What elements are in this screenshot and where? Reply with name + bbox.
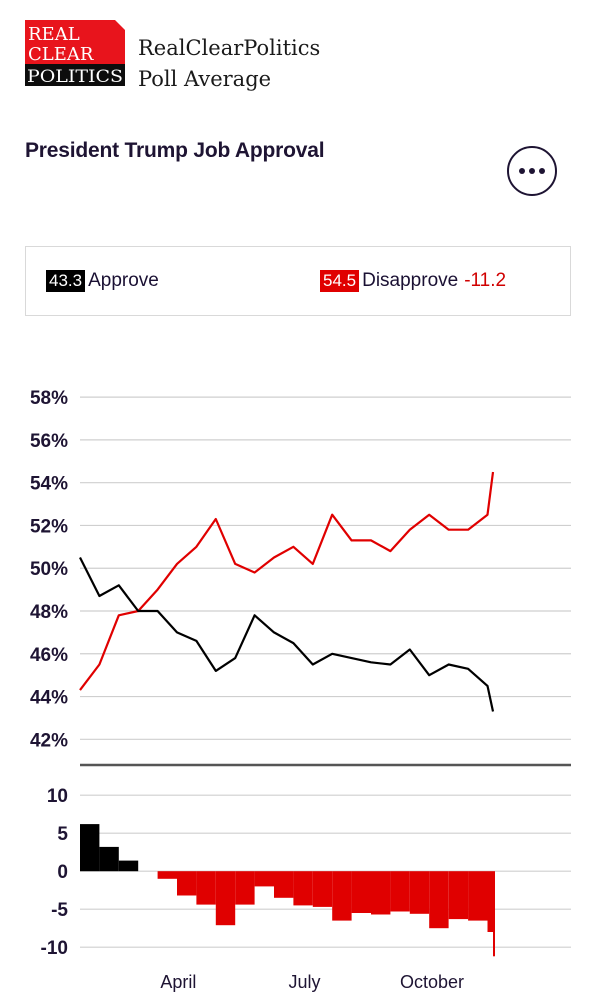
y-tick-label: 58% <box>30 388 68 409</box>
spread-bar <box>274 871 294 898</box>
spread-bar <box>215 871 236 926</box>
logo-text-line2: CLEAR <box>28 44 94 65</box>
more-horizontal-icon <box>519 168 545 174</box>
spread-tick-label: 5 <box>57 824 68 845</box>
brand-line-1: RealClearPolitics <box>138 36 321 60</box>
poll-summary: 43.3 Approve 54.5 Disapprove -11.2 <box>25 246 571 316</box>
spread-bar <box>409 871 430 914</box>
spread-bar <box>80 824 100 872</box>
approve-line <box>79 557 495 712</box>
y-tick-label: 54% <box>30 474 68 495</box>
y-tick-label: 44% <box>30 688 68 709</box>
disapprove-line <box>79 471 495 691</box>
logo-text-line1: REAL <box>28 24 80 45</box>
approve-summary: 43.3 Approve <box>46 270 159 292</box>
approval-chart: 58% 56% 54% 52% 50% 48% 46% 44% 42% 10 5 0 -5 -10 Apri… <box>30 388 571 992</box>
spread-bar <box>371 871 391 915</box>
spread-bar <box>429 871 449 929</box>
spread-bar <box>196 871 216 905</box>
approve-value-badge: 43.3 <box>46 270 86 292</box>
x-tick-label: October <box>400 972 464 992</box>
y-tick-label: 46% <box>30 645 68 666</box>
spread-bar <box>332 871 352 921</box>
more-options-button[interactable] <box>507 146 557 196</box>
spread-bar <box>293 871 313 906</box>
y-tick-label: 56% <box>30 431 68 452</box>
spread-bar <box>487 871 493 932</box>
x-tick-label: April <box>160 972 196 992</box>
spread-bar <box>493 871 495 957</box>
spread-bar <box>235 871 255 905</box>
spread-bar <box>177 871 197 896</box>
approve-label: Approve <box>88 270 159 291</box>
logo-text-line3: POLITICS <box>27 67 123 86</box>
disapprove-value-badge: 54.5 <box>320 270 360 292</box>
y-tick-label: 48% <box>30 602 68 623</box>
spread-bar <box>351 871 371 913</box>
disapprove-label: Disapprove <box>362 270 459 291</box>
page-title: President Trump Job Approval <box>25 139 325 162</box>
spread-bar <box>390 871 410 912</box>
brand-line-2: Poll Average <box>138 67 272 91</box>
x-tick-label: July <box>289 972 321 992</box>
y-tick-label: 50% <box>30 559 68 580</box>
spread-bar <box>118 860 139 872</box>
brand-name: RealClearPolitics Poll Average <box>138 33 320 95</box>
spread-tick-label: 10 <box>47 786 68 807</box>
spread-bar <box>312 871 333 907</box>
rcp-logo: REAL CLEAR POLITICS <box>25 20 125 86</box>
y-tick-label: 42% <box>30 730 68 751</box>
spread-bar <box>99 846 119 872</box>
spread-bar <box>448 871 469 920</box>
spread-bar <box>254 871 274 887</box>
spread-tick-label: 0 <box>57 862 68 883</box>
spread-tick-label: -5 <box>51 900 68 921</box>
spread-tick-label: -10 <box>41 938 68 959</box>
spread-bar <box>468 871 488 921</box>
y-tick-label: 52% <box>30 516 68 537</box>
disapprove-summary: 54.5 Disapprove -11.2 <box>320 270 506 292</box>
spread-bar <box>157 871 177 879</box>
spread-value: -11.2 <box>464 270 507 291</box>
